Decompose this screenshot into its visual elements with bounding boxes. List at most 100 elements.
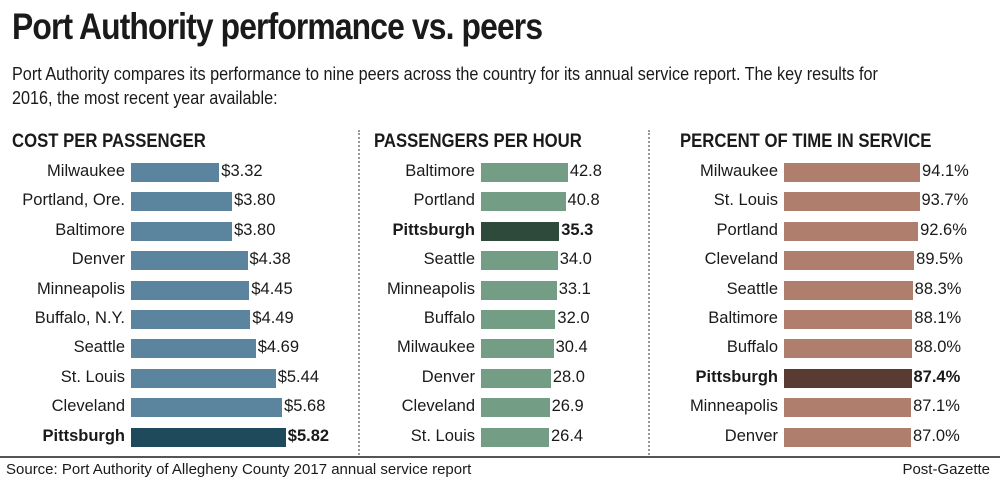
value-label: $4.49 [252, 309, 294, 327]
value-label: $3.32 [221, 162, 263, 180]
bar [481, 192, 566, 212]
category-label: Pittsburgh [42, 426, 126, 445]
value-label: 88.1% [914, 309, 962, 327]
category-label: Denver [724, 426, 778, 445]
bar [784, 221, 919, 241]
bar [481, 368, 551, 388]
value-label: 87.0% [913, 426, 960, 445]
bar [131, 192, 233, 212]
bar [131, 368, 276, 388]
bar [784, 280, 913, 300]
category-label: Baltimore [708, 309, 778, 327]
bar [784, 398, 912, 418]
value-label: 32.0 [557, 309, 590, 327]
value-label: $4.38 [249, 250, 291, 269]
chart-title-cost: COST PER PASSENGER [12, 131, 206, 152]
category-label: Minneapolis [386, 279, 475, 298]
bar [131, 310, 251, 329]
bar [784, 339, 913, 359]
value-label: $4.45 [251, 279, 293, 298]
value-label: 34.0 [559, 250, 592, 269]
category-label: Cleveland [51, 397, 125, 416]
value-label: $3.80 [234, 191, 276, 210]
chart-title-passengers: PASSENGERS PER HOUR [374, 131, 582, 152]
category-label: Seattle [423, 250, 475, 269]
chart-title-service: PERCENT OF TIME IN SERVICE [680, 131, 932, 152]
value-label: 26.9 [551, 397, 584, 416]
bar [481, 339, 554, 359]
category-label: Buffalo, N.Y. [34, 309, 125, 327]
bar [131, 427, 286, 447]
bar [131, 398, 283, 418]
credit: Post-Gazette [902, 461, 990, 478]
bar [131, 221, 233, 241]
bar [131, 339, 256, 359]
category-label: Baltimore [405, 162, 475, 180]
source-note: Source: Port Authority of Allegheny Coun… [6, 461, 472, 478]
value-label: 28.0 [552, 367, 585, 386]
bar [481, 398, 550, 418]
bar [131, 280, 250, 300]
value-label: 88.3% [914, 279, 962, 298]
category-label: Portland [413, 191, 475, 210]
category-label: Milwaukee [700, 162, 778, 180]
value-label: 88.0% [914, 338, 962, 357]
bar [131, 163, 220, 182]
category-label: Portland [716, 220, 778, 239]
value-label: $4.69 [257, 338, 300, 357]
category-label: St. Louis [713, 191, 778, 210]
category-label: Milwaukee [47, 162, 125, 180]
category-label: Denver [71, 250, 125, 269]
value-label: 94.1% [922, 162, 969, 180]
category-label: St. Louis [60, 367, 125, 386]
category-label: Buffalo [726, 338, 778, 357]
value-label: 26.4 [551, 426, 584, 445]
value-label: $5.68 [284, 397, 326, 416]
value-label: $5.82 [287, 426, 330, 445]
value-label: 87.4% [913, 367, 961, 386]
bar [784, 427, 911, 447]
value-label: 93.7% [921, 191, 969, 210]
category-label: Milwaukee [397, 338, 475, 357]
bar [481, 280, 557, 300]
bar [784, 251, 915, 271]
page-title: Port Authority performance vs. peers [12, 6, 543, 47]
bar [481, 163, 568, 182]
category-label: Denver [421, 367, 475, 386]
value-label: $5.44 [277, 367, 319, 386]
bar [784, 192, 920, 212]
category-label: Cleveland [401, 397, 475, 416]
bar [784, 368, 912, 388]
footer-rule [0, 456, 1000, 458]
value-label: 89.5% [916, 250, 963, 269]
bar [784, 310, 913, 329]
category-label: Portland, Ore. [22, 191, 125, 210]
divider [358, 130, 360, 455]
value-label: $3.80 [234, 220, 276, 239]
category-label: Minneapolis [36, 279, 125, 298]
divider [648, 130, 650, 455]
bar [131, 251, 248, 271]
subtitle: Port Authority compares its performance … [12, 64, 878, 108]
bar [784, 163, 921, 182]
value-label: 87.1% [913, 397, 960, 416]
value-label: 40.8 [567, 191, 600, 210]
value-label: 33.1 [558, 279, 591, 298]
category-label: Cleveland [704, 250, 778, 269]
value-label: 30.4 [555, 338, 588, 357]
category-label: Seattle [726, 279, 778, 298]
category-label: St. Louis [410, 426, 475, 445]
bar [481, 310, 556, 329]
category-label: Baltimore [55, 220, 125, 239]
category-label: Pittsburgh [392, 220, 476, 239]
value-label: 92.6% [920, 220, 967, 239]
category-label: Buffalo [423, 309, 475, 327]
category-label: Seattle [73, 338, 125, 357]
bar [481, 221, 560, 241]
bar [481, 427, 549, 447]
value-label: 35.3 [561, 220, 594, 239]
category-label: Pittsburgh [695, 367, 779, 386]
value-label: 42.8 [569, 162, 602, 180]
bar [481, 251, 558, 271]
